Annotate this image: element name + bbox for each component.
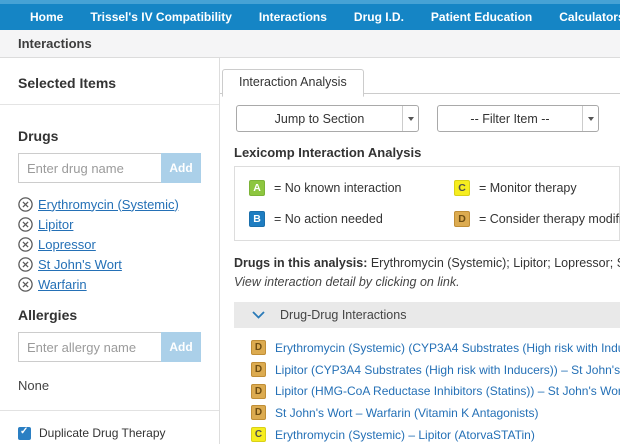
risk-badge-a: A bbox=[249, 180, 265, 196]
nav-item-interactions[interactable]: Interactions bbox=[258, 10, 327, 24]
drugs-label: Drugs bbox=[18, 128, 59, 144]
interaction-link[interactable]: St John's Wort – Warfarin (Vitamin K Ant… bbox=[275, 405, 539, 420]
lexicomp-analysis-heading: Lexicomp Interaction Analysis bbox=[234, 145, 422, 160]
breadcrumb-bar: Interactions bbox=[0, 30, 620, 58]
list-item: Lipitor bbox=[18, 214, 201, 234]
risk-badge-d: D bbox=[454, 211, 470, 227]
list-item: St John's Wort bbox=[18, 254, 201, 274]
risk-rating-legend: A = No known interaction C = Monitor the… bbox=[234, 166, 620, 241]
legend-item-a: A = No known interaction bbox=[249, 180, 454, 196]
interaction-link[interactable]: Lipitor (HMG-CoA Reductase Inhibitors (S… bbox=[275, 384, 620, 399]
nav-item-trissels-iv-compatibility[interactable]: Trissel's IV Compatibility bbox=[90, 10, 232, 24]
duplicate-drug-therapy-row: Duplicate Drug Therapy bbox=[18, 411, 201, 444]
section-title: Drug-Drug Interactions bbox=[280, 308, 407, 322]
tab-strip: Interaction Analysis bbox=[220, 58, 620, 97]
nav-item-patient-education[interactable]: Patient Education bbox=[430, 10, 533, 24]
allergies-label: Allergies bbox=[18, 307, 78, 323]
risk-badge: D bbox=[251, 340, 266, 356]
chevron-down-icon bbox=[252, 311, 265, 319]
table-row: D Lipitor (HMG-CoA Reductase Inhibitors … bbox=[251, 380, 620, 402]
drug-link[interactable]: Lipitor bbox=[38, 216, 74, 232]
top-nav-bar: Home Trissel's IV Compatibility Interact… bbox=[0, 0, 620, 30]
interaction-analysis-panel: Interaction Analysis Jump to Section -- … bbox=[220, 58, 620, 444]
table-row: D St John's Wort – Warfarin (Vitamin K A… bbox=[251, 402, 620, 424]
duplicate-drug-therapy-checkbox[interactable] bbox=[18, 426, 31, 440]
drugs-in-analysis-value: Erythromycin (Systemic); Lipitor; Lopres… bbox=[370, 256, 620, 270]
tab-interaction-analysis[interactable]: Interaction Analysis bbox=[222, 69, 364, 97]
select-value: -- Filter Item -- bbox=[470, 111, 550, 126]
drug-drug-interactions-header[interactable]: Drug-Drug Interactions bbox=[234, 302, 620, 328]
table-row: D Lipitor (CYP3A4 Substrates (High risk … bbox=[251, 359, 620, 381]
risk-badge: D bbox=[251, 383, 266, 399]
table-row: C Erythromycin (Systemic) – Lipitor (Ato… bbox=[251, 424, 620, 444]
selected-drugs-list: Erythromycin (Systemic) Lipitor Lopresso… bbox=[18, 194, 201, 294]
remove-circle-x-icon[interactable] bbox=[18, 236, 33, 252]
allergy-name-input[interactable] bbox=[18, 332, 161, 362]
legend-item-c: C = Monitor therapy bbox=[454, 180, 620, 196]
list-item: Lopressor bbox=[18, 234, 201, 254]
drug-link[interactable]: Warfarin bbox=[38, 276, 87, 292]
divider bbox=[0, 410, 219, 411]
remove-circle-x-icon[interactable] bbox=[18, 216, 33, 232]
legend-item-b: B = No action needed bbox=[249, 211, 454, 227]
add-drug-button[interactable]: Add bbox=[161, 153, 201, 183]
dropdown-arrow-icon bbox=[582, 106, 598, 131]
legend-item-d: D = Consider therapy modification bbox=[454, 211, 620, 227]
allergies-empty-text: None bbox=[18, 378, 50, 393]
dropdown-arrow-icon bbox=[402, 106, 418, 131]
add-allergy-button[interactable]: Add bbox=[161, 332, 201, 362]
nav-item-calculators[interactable]: Calculators bbox=[559, 10, 620, 24]
interaction-list: D Erythromycin (Systemic) (CYP3A4 Substr… bbox=[251, 337, 620, 444]
remove-circle-x-icon[interactable] bbox=[18, 276, 33, 292]
detail-note: View interaction detail by clicking on l… bbox=[234, 275, 460, 289]
drugs-in-analysis-label: Drugs in this analysis: bbox=[234, 256, 368, 270]
interaction-link[interactable]: Lipitor (CYP3A4 Substrates (High risk wi… bbox=[275, 362, 620, 377]
remove-circle-x-icon[interactable] bbox=[18, 256, 33, 272]
risk-badge: D bbox=[251, 405, 266, 421]
drug-link[interactable]: Erythromycin (Systemic) bbox=[38, 196, 179, 212]
drug-name-input[interactable] bbox=[18, 153, 161, 183]
list-item: Warfarin bbox=[18, 274, 201, 294]
risk-badge-b: B bbox=[249, 211, 265, 227]
list-item: Erythromycin (Systemic) bbox=[18, 194, 201, 214]
filter-item-select[interactable]: -- Filter Item -- bbox=[437, 105, 599, 132]
legend-text: = No known interaction bbox=[274, 181, 402, 195]
table-row: D Erythromycin (Systemic) (CYP3A4 Substr… bbox=[251, 337, 620, 359]
selected-items-sidebar: Selected Items Drugs Add Erythromycin (S… bbox=[0, 58, 220, 444]
risk-badge: C bbox=[251, 427, 266, 443]
select-value: Jump to Section bbox=[274, 111, 365, 126]
sidebar-header: Selected Items bbox=[0, 58, 219, 105]
duplicate-drug-therapy-label: Duplicate Drug Therapy bbox=[39, 426, 166, 440]
legend-text: = No action needed bbox=[274, 212, 383, 226]
nav-item-home[interactable]: Home bbox=[30, 10, 64, 24]
jump-to-section-select[interactable]: Jump to Section bbox=[236, 105, 419, 132]
interaction-link[interactable]: Erythromycin (Systemic) (CYP3A4 Substrat… bbox=[275, 340, 620, 355]
drug-link[interactable]: St John's Wort bbox=[38, 256, 122, 272]
breadcrumb: Interactions bbox=[18, 36, 92, 51]
risk-badge-c: C bbox=[454, 180, 470, 196]
interaction-link[interactable]: Erythromycin (Systemic) – Lipitor (Atorv… bbox=[275, 427, 535, 442]
risk-badge: D bbox=[251, 362, 266, 378]
legend-text: = Monitor therapy bbox=[479, 181, 577, 195]
legend-text: = Consider therapy modification bbox=[479, 212, 620, 226]
drug-link[interactable]: Lopressor bbox=[38, 236, 96, 252]
nav-item-drug-id[interactable]: Drug I.D. bbox=[353, 10, 404, 24]
sidebar-title: Selected Items bbox=[18, 75, 117, 91]
drugs-in-analysis-line: Drugs in this analysis: Erythromycin (Sy… bbox=[234, 256, 620, 270]
remove-circle-x-icon[interactable] bbox=[18, 196, 33, 212]
